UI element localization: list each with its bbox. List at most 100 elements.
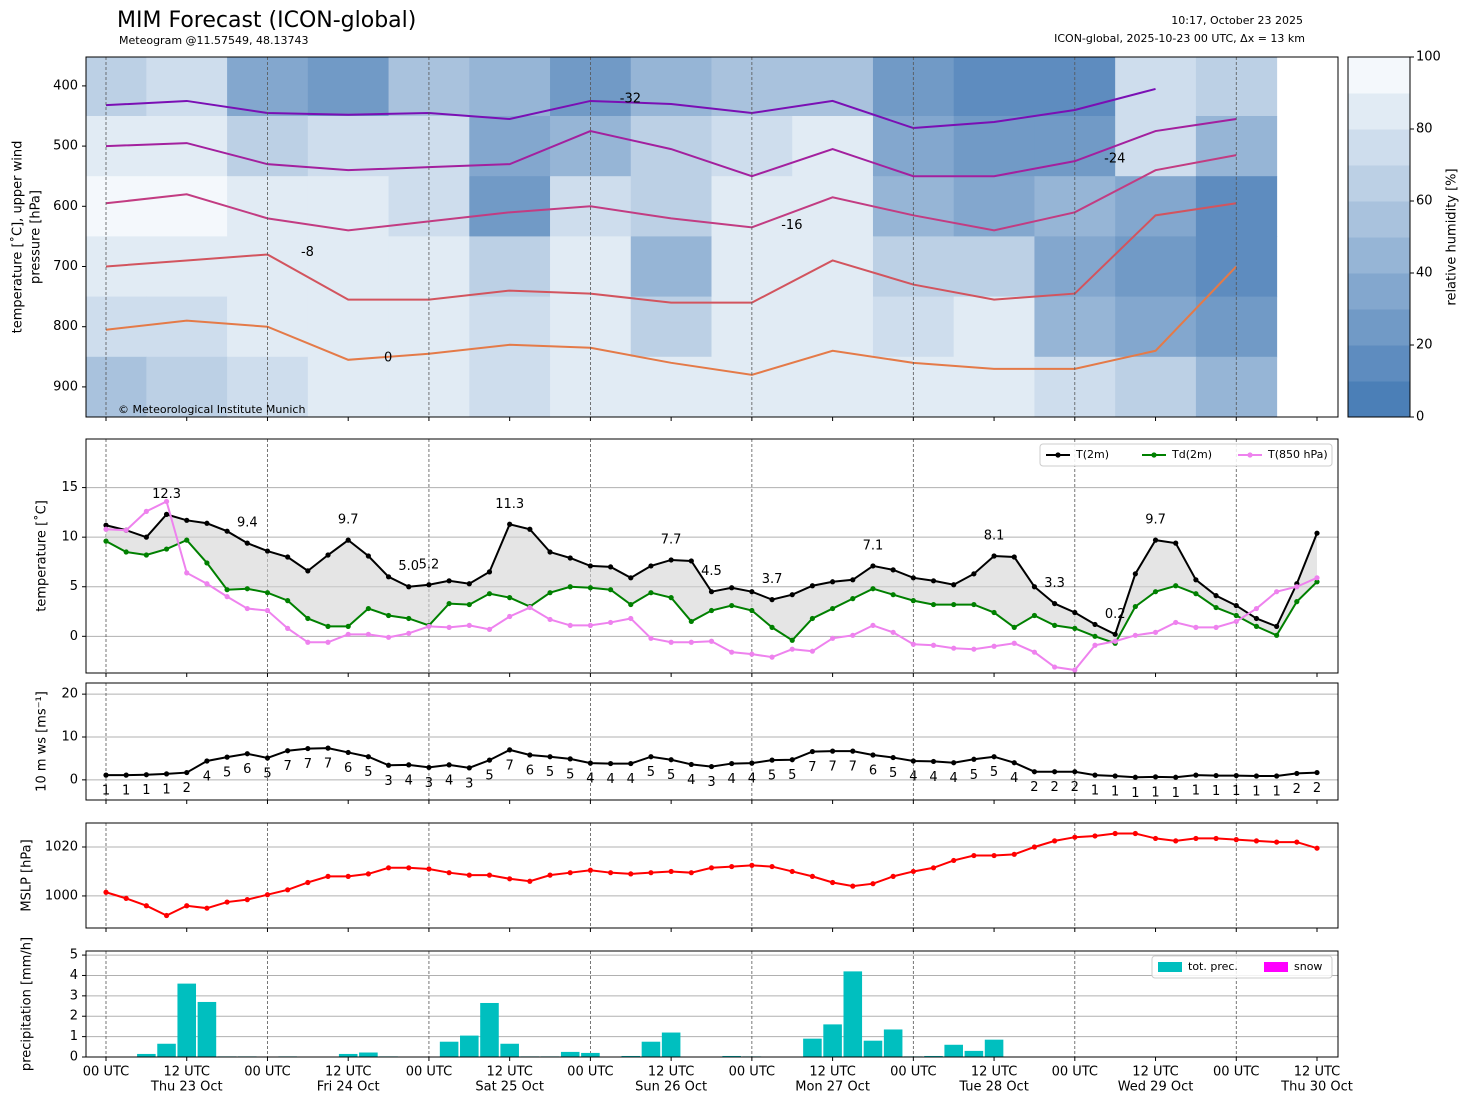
- bar: [803, 1038, 822, 1057]
- data-point: [143, 508, 149, 514]
- data-point: [547, 590, 553, 596]
- data-point: [466, 765, 472, 771]
- panel-frame: [85, 438, 1339, 674]
- data-point: [446, 624, 452, 630]
- y-axis-label: temperature [˚C]: [34, 500, 50, 612]
- y-tick-label: 800: [53, 319, 78, 334]
- humidity-cell: [630, 176, 712, 237]
- data-point: [910, 598, 916, 604]
- data-point: [325, 623, 331, 629]
- humidity-cell: [792, 236, 874, 298]
- data-point: [951, 601, 957, 608]
- colorbar-band: [1348, 381, 1410, 418]
- data-point: [123, 549, 129, 555]
- data-point: [930, 578, 937, 584]
- data-point: [567, 622, 573, 629]
- data-point: [365, 871, 371, 877]
- value-label: 1: [1212, 784, 1220, 799]
- bar: [944, 1044, 963, 1057]
- data-point: [204, 581, 210, 587]
- x-tick-label: 00 UTC: [1213, 1065, 1259, 1080]
- humidity-cell: [630, 236, 712, 298]
- colorbar-band: [1348, 309, 1410, 346]
- data-point: [466, 581, 472, 587]
- data-point: [628, 871, 634, 877]
- data-point: [830, 605, 836, 612]
- value-label: 5: [223, 766, 231, 781]
- humidity-cell: [630, 356, 712, 417]
- data-point: [1031, 612, 1038, 619]
- data-point: [285, 748, 291, 754]
- data-point: [466, 872, 472, 878]
- bar: [460, 1035, 479, 1057]
- bar: [924, 1055, 943, 1057]
- y-tick-label: 0: [70, 629, 78, 644]
- data-point: [547, 549, 553, 555]
- bar: [197, 1001, 217, 1057]
- value-label: 4: [627, 772, 635, 787]
- data-point: [850, 577, 856, 583]
- value-label: 1: [102, 784, 110, 799]
- data-point: [668, 639, 674, 645]
- data-point: [668, 868, 674, 875]
- data-point: [1173, 619, 1179, 626]
- data-point: [1213, 593, 1219, 599]
- data-point: [789, 868, 795, 875]
- data-point: [789, 757, 795, 763]
- value-label: 1: [1252, 785, 1260, 800]
- colorbar-band: [1348, 201, 1410, 238]
- colorbar-band: [1348, 93, 1410, 130]
- data-point: [1233, 772, 1239, 779]
- data-point: [668, 595, 674, 601]
- legend-label: T(2m): [1075, 448, 1109, 461]
- data-point: [345, 873, 351, 879]
- humidity-cell: [1034, 356, 1116, 417]
- data-point: [1112, 631, 1118, 637]
- humidity-cell: [388, 236, 470, 298]
- humidity-cell: [953, 296, 1035, 358]
- data-point: [507, 595, 513, 601]
- date-label: Fri 24 Oct: [317, 1080, 380, 1095]
- data-point: [971, 852, 977, 859]
- data-point: [224, 899, 230, 905]
- value-label: 5: [990, 765, 998, 780]
- data-point: [1173, 540, 1179, 546]
- data-point: [769, 654, 775, 660]
- data-point: [729, 649, 735, 655]
- data-point: [345, 631, 351, 637]
- data-point: [466, 601, 472, 608]
- data-point: [507, 876, 513, 882]
- humidity-cell: [86, 176, 147, 237]
- data-point: [628, 760, 634, 767]
- data-point: [184, 537, 190, 543]
- value-label: 4: [445, 773, 453, 788]
- data-point: [224, 528, 230, 534]
- humidity-cell: [872, 57, 955, 117]
- humidity-cell: [1115, 296, 1197, 358]
- data-point: [951, 760, 957, 766]
- data-point: [224, 754, 230, 760]
- data-point: [365, 553, 371, 559]
- y-tick-label: 3: [70, 988, 78, 1003]
- data-point: [1072, 625, 1078, 631]
- data-point: [305, 879, 311, 886]
- humidity-cell: [307, 356, 390, 417]
- data-point: [285, 625, 291, 631]
- humidity-cell: [86, 236, 147, 298]
- data-point: [1072, 834, 1078, 840]
- humidity-cell: [1034, 57, 1116, 117]
- data-point: [1052, 838, 1058, 844]
- bar: [964, 1050, 984, 1057]
- humidity-cell: [469, 57, 551, 117]
- data-point: [244, 586, 250, 592]
- data-point: [910, 641, 916, 647]
- data-point: [749, 607, 755, 614]
- data-point: [830, 748, 836, 754]
- data-point: [567, 870, 573, 876]
- data-point: [1031, 844, 1038, 850]
- humidity-cell: [388, 176, 470, 237]
- data-point: [1253, 838, 1260, 844]
- value-label: 3.7: [762, 572, 783, 587]
- humidity-cell: [1115, 176, 1197, 237]
- data-point: [1193, 591, 1199, 597]
